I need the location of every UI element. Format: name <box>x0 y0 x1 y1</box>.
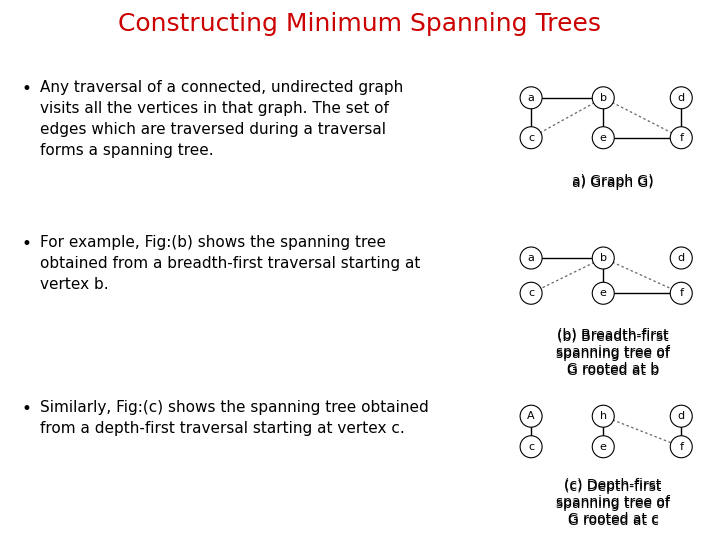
Circle shape <box>520 127 542 148</box>
Text: c: c <box>528 288 534 298</box>
Circle shape <box>520 282 542 304</box>
Text: Constructing Minimum Spanning Trees: Constructing Minimum Spanning Trees <box>119 12 601 36</box>
Text: d: d <box>678 411 685 421</box>
Circle shape <box>520 87 542 109</box>
Text: e: e <box>600 442 607 452</box>
Circle shape <box>593 405 614 427</box>
Circle shape <box>670 127 692 148</box>
Circle shape <box>670 405 692 427</box>
Text: (c) Depth-first
spanning tree of
G rooted at c: (c) Depth-first spanning tree of G roote… <box>556 477 670 526</box>
Text: •: • <box>22 235 32 253</box>
Text: e: e <box>600 133 607 143</box>
Text: c: c <box>528 133 534 143</box>
Circle shape <box>520 436 542 458</box>
Text: a: a <box>528 93 534 103</box>
Text: d: d <box>678 253 685 263</box>
Text: (b) Breadth-first
spanning tree of
G rooted at b: (b) Breadth-first spanning tree of G roo… <box>556 329 670 378</box>
Text: Any traversal of a connected, undirected graph
visits all the vertices in that g: Any traversal of a connected, undirected… <box>40 80 403 158</box>
Circle shape <box>593 436 614 458</box>
Text: f: f <box>679 288 683 298</box>
Text: (b) Breadth-first
spanning tree of
G rooted at b: (b) Breadth-first spanning tree of G roo… <box>556 327 670 376</box>
Text: e: e <box>600 288 607 298</box>
Text: a) Graph G): a) Graph G) <box>572 176 654 190</box>
Circle shape <box>670 282 692 304</box>
Text: •: • <box>22 400 32 418</box>
Circle shape <box>670 87 692 109</box>
Text: (c) Depth-first
spanning tree of
G rooted at c: (c) Depth-first spanning tree of G roote… <box>556 480 670 528</box>
Circle shape <box>593 282 614 304</box>
Text: •: • <box>22 80 32 98</box>
Text: For example, Fig:(b) shows the spanning tree
obtained from a breadth-first trave: For example, Fig:(b) shows the spanning … <box>40 235 420 292</box>
Text: f: f <box>679 133 683 143</box>
Circle shape <box>593 247 614 269</box>
Text: a) Graph G): a) Graph G) <box>572 173 654 187</box>
Text: b: b <box>600 93 607 103</box>
Circle shape <box>520 405 542 427</box>
Text: Similarly, Fig:(c) shows the spanning tree obtained
from a depth-first traversal: Similarly, Fig:(c) shows the spanning tr… <box>40 400 428 436</box>
Text: b: b <box>600 253 607 263</box>
Text: A: A <box>527 411 535 421</box>
Text: h: h <box>600 411 607 421</box>
Circle shape <box>520 247 542 269</box>
Text: c: c <box>528 442 534 452</box>
Text: a: a <box>528 253 534 263</box>
Circle shape <box>670 247 692 269</box>
Text: f: f <box>679 442 683 452</box>
Text: d: d <box>678 93 685 103</box>
Circle shape <box>670 436 692 458</box>
Circle shape <box>593 87 614 109</box>
Circle shape <box>593 127 614 148</box>
